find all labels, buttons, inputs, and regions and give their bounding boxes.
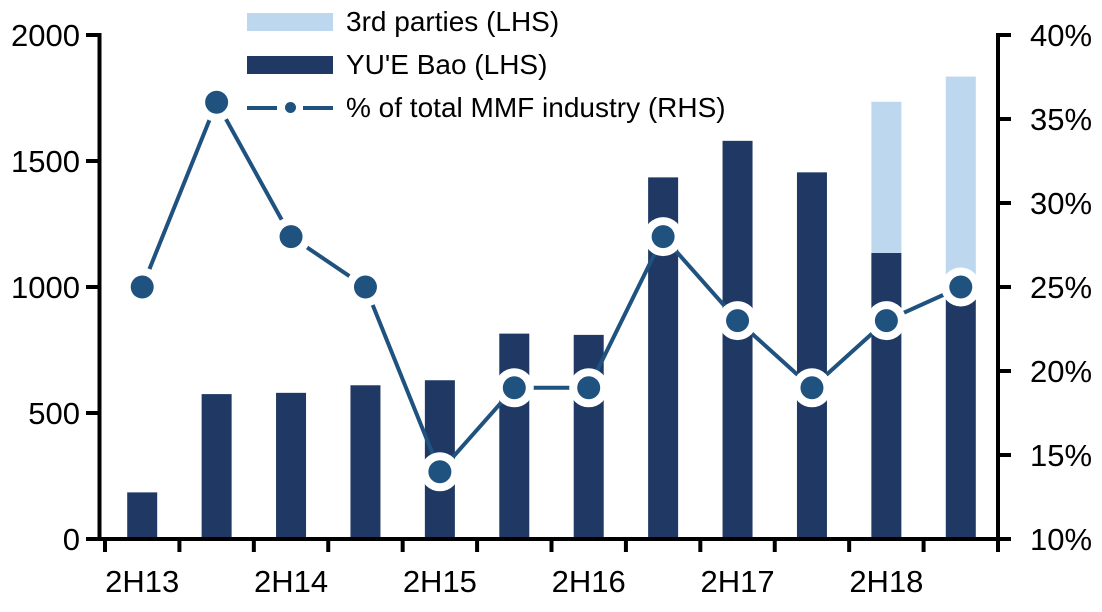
right-axis-tick-label: 30% — [1030, 186, 1092, 221]
left-axis-tick-label: 1500 — [11, 144, 80, 179]
line-marker — [205, 90, 229, 114]
left-axis-tick-label: 0 — [63, 522, 80, 557]
x-axis-tick-label: 2H18 — [849, 564, 923, 599]
dash-dot-line-swatch-icon — [247, 102, 333, 113]
line-marker — [874, 309, 898, 333]
right-axis-tick-label: 40% — [1030, 18, 1092, 53]
mmf-share-line — [140, 100, 963, 474]
bar-yue-bao — [127, 492, 158, 539]
x-axis-tick-label: 2H15 — [403, 564, 477, 599]
x-axis-tick-label: 2H14 — [254, 564, 328, 599]
legend: 3rd parties (LHS) YU'E Bao (LHS) % of to… — [247, 0, 726, 129]
bar-3rd-parties — [945, 76, 976, 279]
bar-yue-bao — [945, 278, 976, 539]
bar-yue-bao — [350, 385, 381, 539]
line-marker — [353, 275, 377, 299]
left-axis-tick-label: 1000 — [11, 270, 80, 305]
right-axis-tick-label: 25% — [1030, 270, 1092, 305]
line-marker — [949, 275, 973, 299]
right-axis-tick-label: 35% — [1030, 102, 1092, 137]
right-axis-tick-label: 15% — [1030, 438, 1092, 473]
bar-yue-bao — [276, 392, 307, 539]
line-marker — [130, 275, 154, 299]
right-axis-tick-label: 20% — [1030, 354, 1092, 389]
bar-yue-bao — [499, 333, 530, 539]
x-axis-tick-label: 2H13 — [105, 564, 179, 599]
left-axis-tick-label: 2000 — [11, 18, 80, 53]
dash-icon — [303, 105, 333, 110]
line-marker — [726, 309, 750, 333]
line-marker — [428, 460, 452, 484]
legend-item-mmf-share: % of total MMF industry (RHS) — [247, 86, 726, 129]
x-axis-tick-label: 2H16 — [552, 564, 626, 599]
line-marker — [651, 225, 675, 249]
bar-3rd-parties — [871, 101, 902, 253]
bar-yue-bao — [871, 252, 902, 540]
legend-item-3rd-parties: 3rd parties (LHS) — [247, 0, 726, 43]
line-marker — [279, 225, 303, 249]
legend-label: % of total MMF industry (RHS) — [346, 91, 726, 123]
left-axis-tick-label: 500 — [28, 396, 80, 431]
legend-item-yue-bao: YU'E Bao (LHS) — [247, 43, 726, 86]
line-marker — [502, 376, 526, 400]
dark-bar-swatch-icon — [247, 55, 333, 74]
legend-label: YU'E Bao (LHS) — [346, 48, 548, 80]
dash-icon — [247, 105, 277, 110]
light-bar-swatch-icon — [247, 12, 333, 31]
bar-yue-bao — [201, 394, 232, 539]
legend-label: 3rd parties (LHS) — [346, 5, 560, 37]
line-marker — [800, 376, 824, 400]
bar-yue-bao — [796, 172, 827, 539]
dot-icon — [284, 102, 296, 113]
right-axis-tick-label: 10% — [1030, 522, 1092, 557]
line-marker — [577, 376, 601, 400]
x-axis-tick-label: 2H17 — [700, 564, 774, 599]
